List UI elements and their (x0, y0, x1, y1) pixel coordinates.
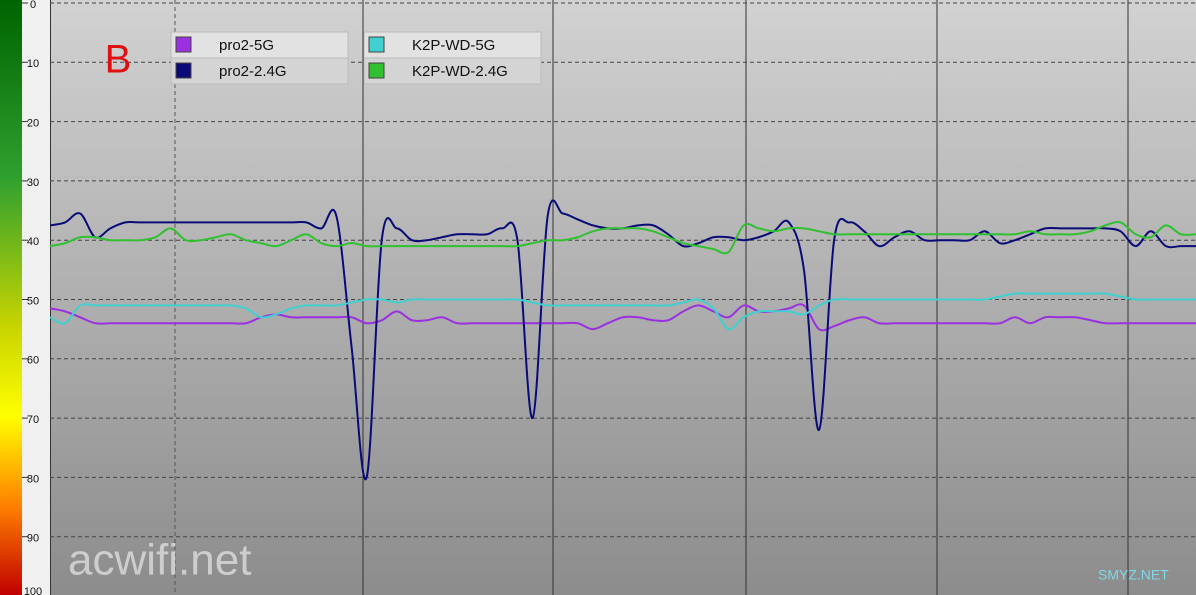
legend-swatch (368, 36, 385, 53)
y-tick-label: 0 (30, 0, 36, 11)
legend-row (363, 31, 542, 59)
legend-label: pro2-5G (219, 37, 274, 54)
y-tick-label: 100 (24, 586, 42, 595)
watermark: SMYZ.NET (1098, 567, 1169, 583)
series-line (50, 221, 1196, 255)
color-scale (0, 0, 22, 595)
annotation: B (105, 38, 132, 82)
series-line (50, 292, 1196, 331)
legend-label: pro2-2.4G (219, 63, 287, 80)
y-tick-label: 50 (27, 295, 39, 307)
legend-row (170, 57, 349, 85)
legend-row (170, 31, 349, 59)
legend-label: K2P-WD-5G (412, 37, 495, 54)
watermark: acwifi.net (68, 536, 251, 585)
y-tick-label: 90 (27, 533, 39, 545)
series-line (50, 303, 1196, 332)
plot-area (50, 0, 1196, 595)
legend-swatch (175, 62, 192, 79)
y-tick-label: 20 (27, 118, 39, 130)
y-tick-label: 10 (27, 58, 39, 70)
y-tick-label: 60 (27, 355, 39, 367)
y-tick-label: 70 (27, 414, 39, 426)
legend-swatch (368, 62, 385, 79)
vertical-grid (50, 0, 1129, 595)
y-tick-label: 80 (27, 473, 39, 485)
y-tick-label: 40 (27, 236, 39, 248)
y-tick-label: 30 (27, 177, 39, 189)
legend-row (363, 57, 542, 85)
legend-swatch (175, 36, 192, 53)
legend-label: K2P-WD-2.4G (412, 63, 508, 80)
